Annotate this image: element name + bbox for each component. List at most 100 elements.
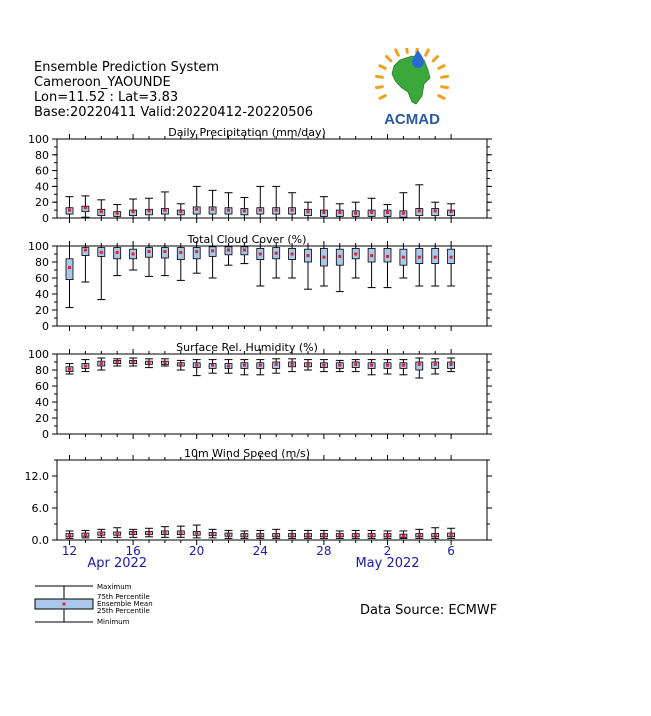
mean-marker [242, 363, 246, 367]
x-tick-label: 12 [62, 544, 77, 558]
box-2022-05-06 [447, 357, 456, 373]
box-2022-05-01 [367, 245, 376, 289]
mean-marker [211, 363, 215, 367]
month-label: May 2022 [355, 556, 419, 571]
box-2022-04-28 [319, 245, 328, 287]
mean-marker [211, 249, 215, 253]
mean-marker [401, 363, 405, 367]
box-2022-04-14 [97, 199, 106, 219]
box-2022-05-01 [367, 197, 376, 219]
box-2022-04-20 [192, 185, 201, 219]
box-2022-04-26 [288, 529, 297, 539]
acmad-africa-logo-icon: ACMAD [374, 44, 450, 128]
mean-marker [163, 250, 167, 254]
box-2022-04-13 [81, 359, 90, 373]
box-2022-05-03 [399, 530, 408, 539]
mean-marker [131, 252, 135, 256]
box-2022-05-01 [367, 529, 376, 539]
mean-marker [370, 363, 374, 367]
mean-marker [258, 363, 262, 367]
mean-marker [433, 533, 437, 537]
mean-marker [179, 210, 183, 214]
mean-marker [370, 254, 374, 258]
box-2022-04-15 [113, 527, 122, 538]
mean-marker [401, 534, 405, 538]
box-2022-04-22 [224, 245, 233, 266]
mean-marker [242, 533, 246, 537]
mean-marker [306, 210, 310, 214]
mean-marker [274, 208, 278, 212]
box-2022-04-29 [335, 245, 344, 293]
title-line: Ensemble Prediction System [34, 60, 220, 75]
mean-marker [163, 208, 167, 212]
legend-mean-marker [62, 602, 66, 606]
panel-title: Surface Rel. Humidity (%) [176, 341, 318, 354]
mean-marker [83, 206, 87, 210]
box-2022-05-03 [399, 245, 408, 279]
y-tick-label: 20 [35, 304, 49, 317]
box-2022-04-12 [65, 245, 74, 309]
iqr-box [81, 247, 90, 257]
y-tick-label: 80 [35, 256, 49, 269]
mean-marker [417, 255, 421, 259]
y-tick-label: 100 [28, 133, 49, 146]
mean-marker [83, 248, 87, 252]
mean-marker [370, 210, 374, 214]
box-2022-04-27 [304, 201, 312, 219]
legend-label: 75th Percentile [97, 593, 150, 601]
y-tick-label: 20 [35, 412, 49, 425]
mean-marker [99, 250, 103, 254]
box-2022-04-19 [176, 203, 185, 219]
data-source: Data Source: ECMWF [360, 603, 498, 618]
box-2022-04-21 [208, 189, 217, 219]
box-2022-04-24 [256, 529, 265, 539]
box-2022-04-22 [224, 359, 233, 374]
box-2022-04-27 [304, 359, 312, 371]
panel-title: 10m Wind Speed (m/s) [184, 447, 310, 460]
box-2022-05-05 [431, 201, 440, 219]
box-2022-04-27 [304, 245, 312, 290]
y-tick-label: 0 [42, 212, 49, 225]
box-2022-04-13 [81, 529, 90, 539]
y-tick-label: 0 [42, 320, 49, 333]
box-2022-04-27 [304, 529, 312, 539]
box-2022-04-20 [192, 359, 201, 377]
mean-marker [386, 254, 389, 258]
x-tick-label: 20 [189, 544, 204, 558]
mean-marker [258, 252, 262, 256]
box-2022-05-03 [399, 192, 408, 219]
y-tick-label: 12.0 [25, 470, 50, 483]
mean-marker [386, 210, 389, 214]
mean-marker [195, 207, 199, 211]
mean-marker [449, 210, 453, 214]
y-tick-label: 80 [35, 149, 49, 162]
box-2022-04-21 [208, 528, 217, 539]
box-2022-04-23 [240, 359, 249, 376]
box-2022-04-16 [129, 357, 138, 367]
box-2022-04-23 [240, 245, 249, 265]
mean-marker [338, 210, 342, 214]
mean-marker [370, 533, 374, 537]
box-2022-05-03 [399, 359, 408, 376]
box-2022-04-25 [272, 528, 281, 539]
mean-marker [242, 248, 246, 252]
coordinates-line: Lon=11.52 : Lat=3.83 [34, 90, 179, 105]
legend-label: Minimum [97, 618, 130, 626]
box-2022-04-22 [224, 192, 233, 219]
box-2022-04-14 [97, 357, 106, 371]
box-2022-04-20 [192, 524, 201, 539]
y-tick-label: 0 [42, 428, 49, 441]
panel-frame [56, 459, 488, 541]
box-2022-04-12 [65, 530, 74, 539]
box-2022-04-23 [240, 530, 249, 539]
mean-marker [131, 531, 135, 535]
legend-label: 25th Percentile [97, 607, 150, 615]
mean-marker [147, 250, 151, 254]
mean-marker [68, 208, 71, 212]
mean-marker [401, 211, 405, 215]
box-2022-04-18 [160, 245, 169, 277]
box-2022-04-25 [272, 358, 281, 374]
panel-2: 0 20 40 60 80 100 Total Cloud Cover (%) [28, 233, 492, 333]
box-2022-04-18 [160, 358, 169, 367]
